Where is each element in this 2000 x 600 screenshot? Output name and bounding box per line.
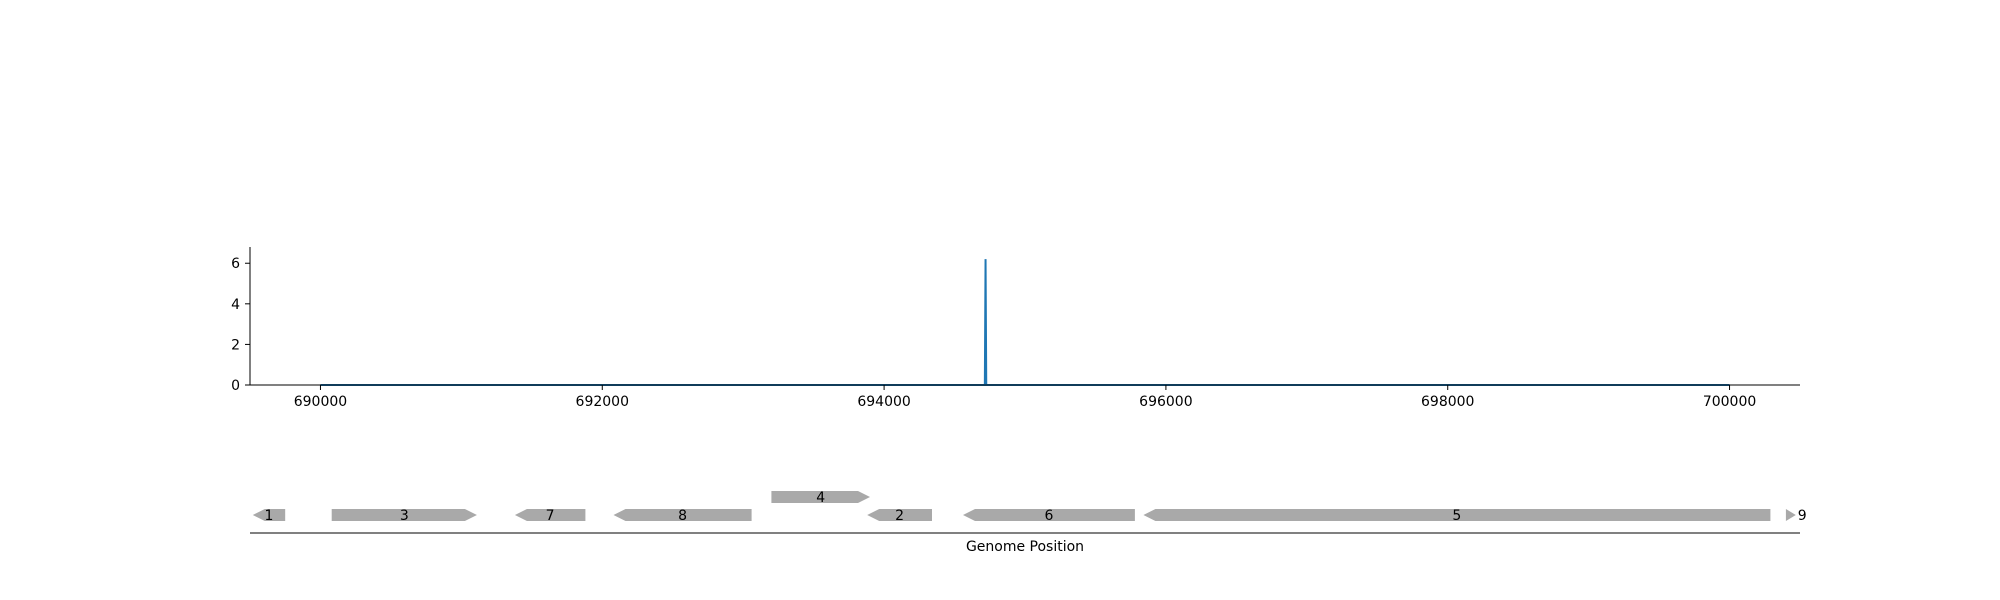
gene-label: 1 [265,508,274,524]
gene-arrow [613,509,752,521]
gene-features: 1 3 7 8 4 2 6 5 9 [252,490,1807,524]
gene-arrow [867,509,932,521]
y-axis-ticks: 0 2 4 6 [231,256,250,394]
y-tick-label: 4 [231,297,240,313]
gene-feature: 2 [867,508,932,524]
gene-label: 9 [1798,508,1807,524]
gene-arrow [771,491,870,503]
gene-feature: 6 [963,508,1135,524]
gene-feature: 1 [252,508,286,524]
x-tick-label: 700000 [1703,394,1756,410]
gene-feature: 8 [613,508,752,524]
coverage-line [320,259,1730,386]
gene-arrow [331,509,477,521]
gene-feature: 7 [514,508,586,524]
x-tick-label: 690000 [294,394,347,410]
gene-feature: 5 [1143,508,1771,524]
gene-label: 4 [816,490,825,506]
y-tick-label: 6 [231,256,240,272]
gene-feature: 9 [1785,508,1807,524]
coverage-plot: 0 2 4 6 690000 692000 694000 696000 698000 70000… [231,247,1800,410]
gene-feature: 4 [771,490,870,506]
coverage-series [320,259,1730,386]
gene-label: 5 [1452,508,1461,524]
x-tick-label: 698000 [1421,394,1474,410]
gene-label: 8 [678,508,687,524]
y-tick-label: 2 [231,337,240,353]
gene-label: 2 [895,508,904,524]
gene-track: 1 3 7 8 4 2 6 5 9 Genome Position [250,490,1807,555]
y-tick-label: 0 [231,378,240,394]
gene-label: 3 [400,508,409,524]
x-tick-label: 696000 [1139,394,1192,410]
gene-arrow [1143,509,1771,521]
gene-track-x-label: Genome Position [966,539,1084,555]
gene-arrow [963,509,1135,521]
x-axis-ticks: 690000 692000 694000 696000 698000 700000 [294,385,1756,410]
gene-arrow [1785,509,1796,521]
x-tick-label: 694000 [857,394,910,410]
x-tick-label: 692000 [576,394,629,410]
gene-feature: 3 [331,508,477,524]
gene-label: 6 [1044,508,1053,524]
gene-arrow [252,509,286,521]
gene-label: 7 [546,508,555,524]
gene-arrow [514,509,586,521]
